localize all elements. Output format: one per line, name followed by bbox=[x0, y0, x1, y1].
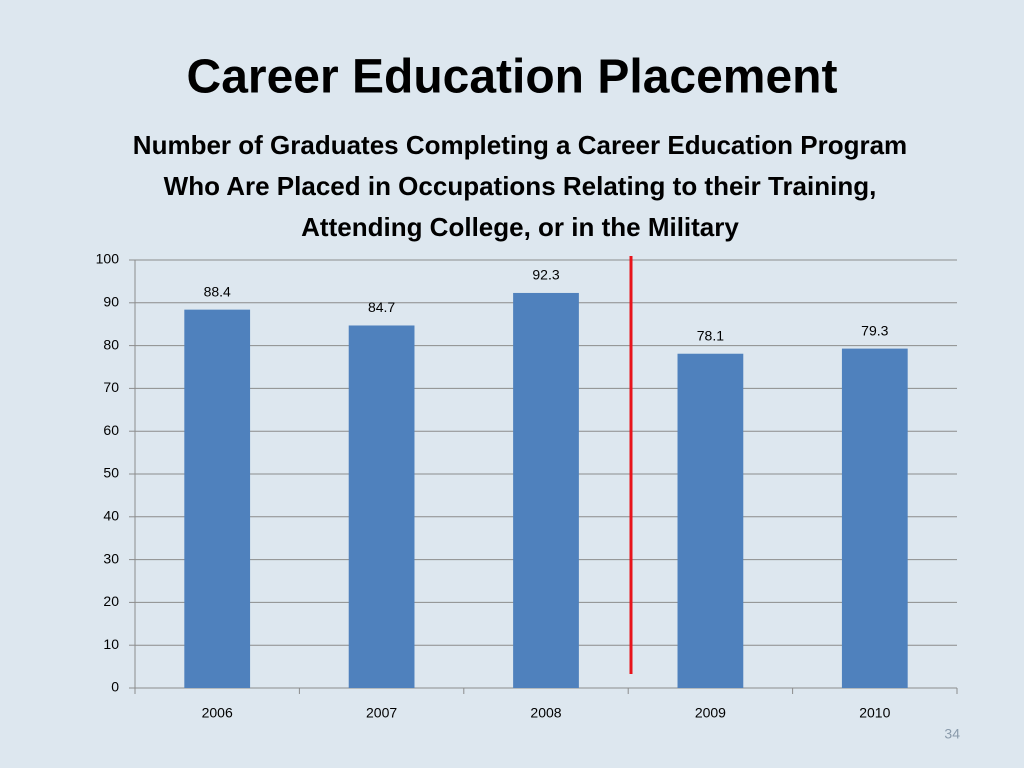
bar bbox=[184, 309, 251, 688]
y-tick-label: 70 bbox=[103, 379, 119, 395]
page-number: 34 bbox=[944, 726, 960, 742]
bar bbox=[348, 325, 415, 688]
x-tick-label: 2006 bbox=[202, 705, 233, 721]
x-tick-label: 2008 bbox=[530, 705, 561, 721]
bar bbox=[841, 348, 908, 688]
y-tick-label: 60 bbox=[103, 422, 119, 438]
y-tick-label: 100 bbox=[96, 251, 120, 267]
y-tick-label: 0 bbox=[111, 679, 119, 695]
x-tick-label: 2007 bbox=[366, 705, 397, 721]
chart-subtitle: Attending College, or in the Military bbox=[301, 212, 739, 242]
data-label: 92.3 bbox=[532, 267, 559, 283]
y-tick-label: 10 bbox=[103, 636, 119, 652]
y-tick-label: 90 bbox=[103, 294, 119, 310]
y-tick-label: 20 bbox=[103, 593, 119, 609]
y-tick-label: 30 bbox=[103, 550, 119, 566]
data-label: 88.4 bbox=[204, 283, 231, 299]
bar bbox=[677, 353, 744, 688]
data-label: 84.7 bbox=[368, 299, 395, 315]
x-tick-label: 2010 bbox=[859, 705, 890, 721]
y-tick-label: 40 bbox=[103, 508, 119, 524]
chart-subtitle: Number of Graduates Completing a Career … bbox=[133, 130, 907, 160]
data-label: 78.1 bbox=[697, 327, 724, 343]
y-tick-label: 80 bbox=[103, 336, 119, 352]
y-tick-label: 50 bbox=[103, 465, 119, 481]
bar bbox=[513, 292, 579, 688]
slide-title: Career Education Placement bbox=[187, 51, 838, 104]
chart-subtitle: Who Are Placed in Occupations Relating t… bbox=[164, 171, 877, 201]
x-tick-label: 2009 bbox=[695, 705, 726, 721]
data-label: 79.3 bbox=[861, 322, 888, 338]
